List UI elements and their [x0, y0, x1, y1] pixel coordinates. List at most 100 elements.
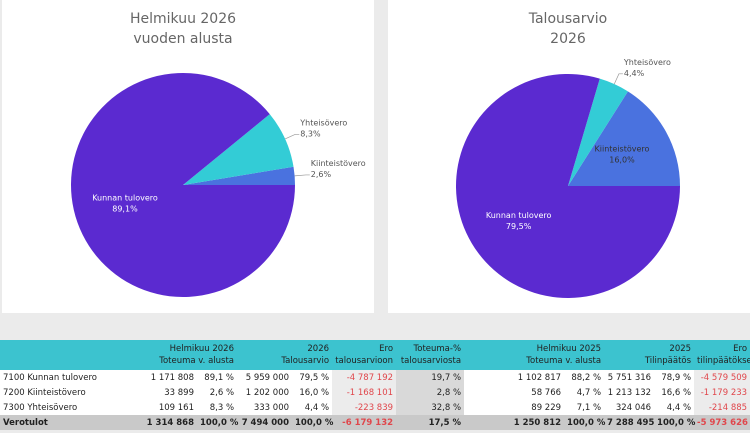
table-cell: 7,1 % [576, 402, 602, 413]
table-cell: -4 787 192 [332, 370, 397, 385]
table-cell: 79,5 % [299, 372, 330, 383]
header-cell [0, 340, 122, 370]
table-cell: 7300 Yhteisövero [3, 402, 78, 413]
table-cell: 88,2 % [571, 372, 602, 383]
table-cell: 1 314 868 [122, 415, 197, 430]
pie-slice [456, 74, 680, 299]
table-cell: 1 202 000 [245, 387, 290, 398]
pie-slice [568, 78, 628, 186]
table-cell: -5 973 626 [694, 415, 750, 430]
table-cell: 16,6 % [661, 387, 692, 398]
table-cell: 5 751 316 [607, 372, 652, 383]
pie-slice [183, 166, 295, 185]
slice-value: 8,3% [300, 129, 321, 138]
table-cell: 1 213 132 [607, 387, 652, 398]
header-text: Toteuma v. alusta [159, 356, 235, 366]
header-row: Helmikuu 2026 Toteuma v. alusta 2026 Talous… [0, 340, 750, 370]
header-text: talousarvioon [335, 356, 394, 366]
table-body: 7100 Kunnan tulovero 1 171 808 89,1 % 5 959… [0, 370, 750, 430]
chart-title: Talousarvio [528, 11, 608, 27]
header-text: talousarviosta [400, 356, 462, 366]
table-cell: 4,4 % [666, 402, 692, 413]
slice-label: Kunnan tulovero [486, 211, 552, 220]
table-cell: 89 229 [531, 402, 562, 413]
header-cell: Ero tilinpäätökseen [694, 340, 750, 370]
leader-line [284, 133, 300, 140]
table-cell: 7100 Kunnan tulovero [3, 372, 97, 383]
header-text: Tilinpäätös [644, 356, 692, 366]
table-cell: 324 046 [615, 402, 652, 413]
header-text: Helmikuu 2026 [169, 344, 235, 354]
leader-line [613, 73, 623, 85]
table-cell: 1 171 808 [150, 372, 194, 383]
chart-title: Helmikuu 2026 [130, 11, 236, 27]
table-cell: 78,9 % [661, 372, 692, 383]
slice-value: 2,6% [311, 170, 332, 179]
slice-value: 4,4% [624, 69, 645, 78]
slice-label: Yhteisövero [299, 118, 347, 127]
slice-label: Yhteisövero [623, 58, 671, 67]
slice-value: 89,1% [112, 205, 138, 214]
header-cell: 2025 Tilinpäätös [604, 340, 695, 370]
table-cell: 16,0 % [299, 387, 330, 398]
table-cell: 19,7 % [396, 370, 465, 385]
header-cell: Helmikuu 2025 Toteuma v. alusta [464, 340, 605, 370]
table-cell: -1 179 233 [694, 385, 750, 400]
header-text: Helmikuu 2025 [536, 344, 602, 354]
table-cell: 32,8 % [396, 400, 465, 415]
table-cell: 2,6 % [209, 387, 235, 398]
table-cell: 4,7 % [576, 387, 602, 398]
slice-label: Kiinteistövero [595, 144, 650, 153]
table-row: 7200 Kiinteistövero 33 899 2,6 % 1 202 000 1… [0, 385, 750, 400]
leader-line [294, 174, 310, 177]
table-cell: -1 168 101 [332, 385, 397, 400]
pie-slice [183, 114, 294, 185]
chart-subtitle: 2026 [550, 31, 586, 47]
header-text: Toteuma-% [413, 344, 462, 354]
table-cell: 1 102 817 [517, 372, 562, 383]
table-cell: 100,0 % [292, 415, 333, 430]
header-cell: 2026 Talousarvio [237, 340, 333, 370]
table-cell: -6 179 132 [332, 415, 397, 430]
header-text: Ero [733, 344, 748, 354]
table-cell: 2,8 % [396, 385, 465, 400]
table-cell: 33 899 [164, 387, 194, 398]
pie-slice [71, 73, 296, 298]
table-row: 7300 Yhteisövero 109 161 8,3 % 333 000 4,4 %… [0, 400, 750, 415]
header-text: Ero [379, 344, 394, 354]
header-cell: Ero talousarvioon [332, 340, 397, 370]
table-cell: -4 579 509 [694, 370, 750, 385]
table-cell: 89,1 % [204, 372, 235, 383]
table-cell: 5 959 000 [245, 372, 290, 383]
table-cell: 109 161 [158, 402, 194, 413]
table-cell: -214 885 [694, 400, 750, 415]
header-text: tilinpäätökseen [697, 356, 750, 366]
table-cell: 7 288 495 [604, 415, 654, 430]
slice-value: 16,0% [609, 155, 635, 164]
charts: Helmikuu 2026 vuoden alusta Kiinteistövero… [2, 0, 750, 313]
header-text: Talousarvio [281, 356, 330, 366]
header-text: 2026 [307, 344, 330, 354]
table-cell: 333 000 [253, 402, 290, 413]
data-table: Helmikuu 2026 Toteuma v. alusta 2026 Talous… [0, 340, 750, 430]
table-cell: 1 250 812 [464, 415, 565, 430]
slice-label: Kunnan tulovero [92, 194, 158, 203]
pie-slice [568, 91, 680, 186]
table-cell: 58 766 [531, 387, 562, 398]
table-cell: 100,0 % [197, 415, 238, 430]
header-cell: Helmikuu 2026 Toteuma v. alusta [122, 340, 238, 370]
header-cell: Toteuma-% talousarviosta [396, 340, 465, 370]
table-cell: 4,4 % [304, 402, 330, 413]
chart-subtitle: vuoden alusta [133, 31, 232, 47]
table-cell: Verotulot [0, 415, 122, 430]
table-cell: -223 839 [332, 400, 397, 415]
table-cell: 7200 Kiinteistövero [3, 387, 86, 398]
table-row: 7100 Kunnan tulovero 1 171 808 89,1 % 5 959… [0, 370, 750, 385]
table-cell: 7 494 000 [237, 415, 293, 430]
slice-value: 79,5% [506, 222, 532, 231]
slice-label: Kiinteistövero [311, 159, 366, 168]
header-text: 2025 [669, 344, 692, 354]
table-cell: 8,3 % [209, 402, 235, 413]
table-cell: 100,0 % [564, 415, 605, 430]
